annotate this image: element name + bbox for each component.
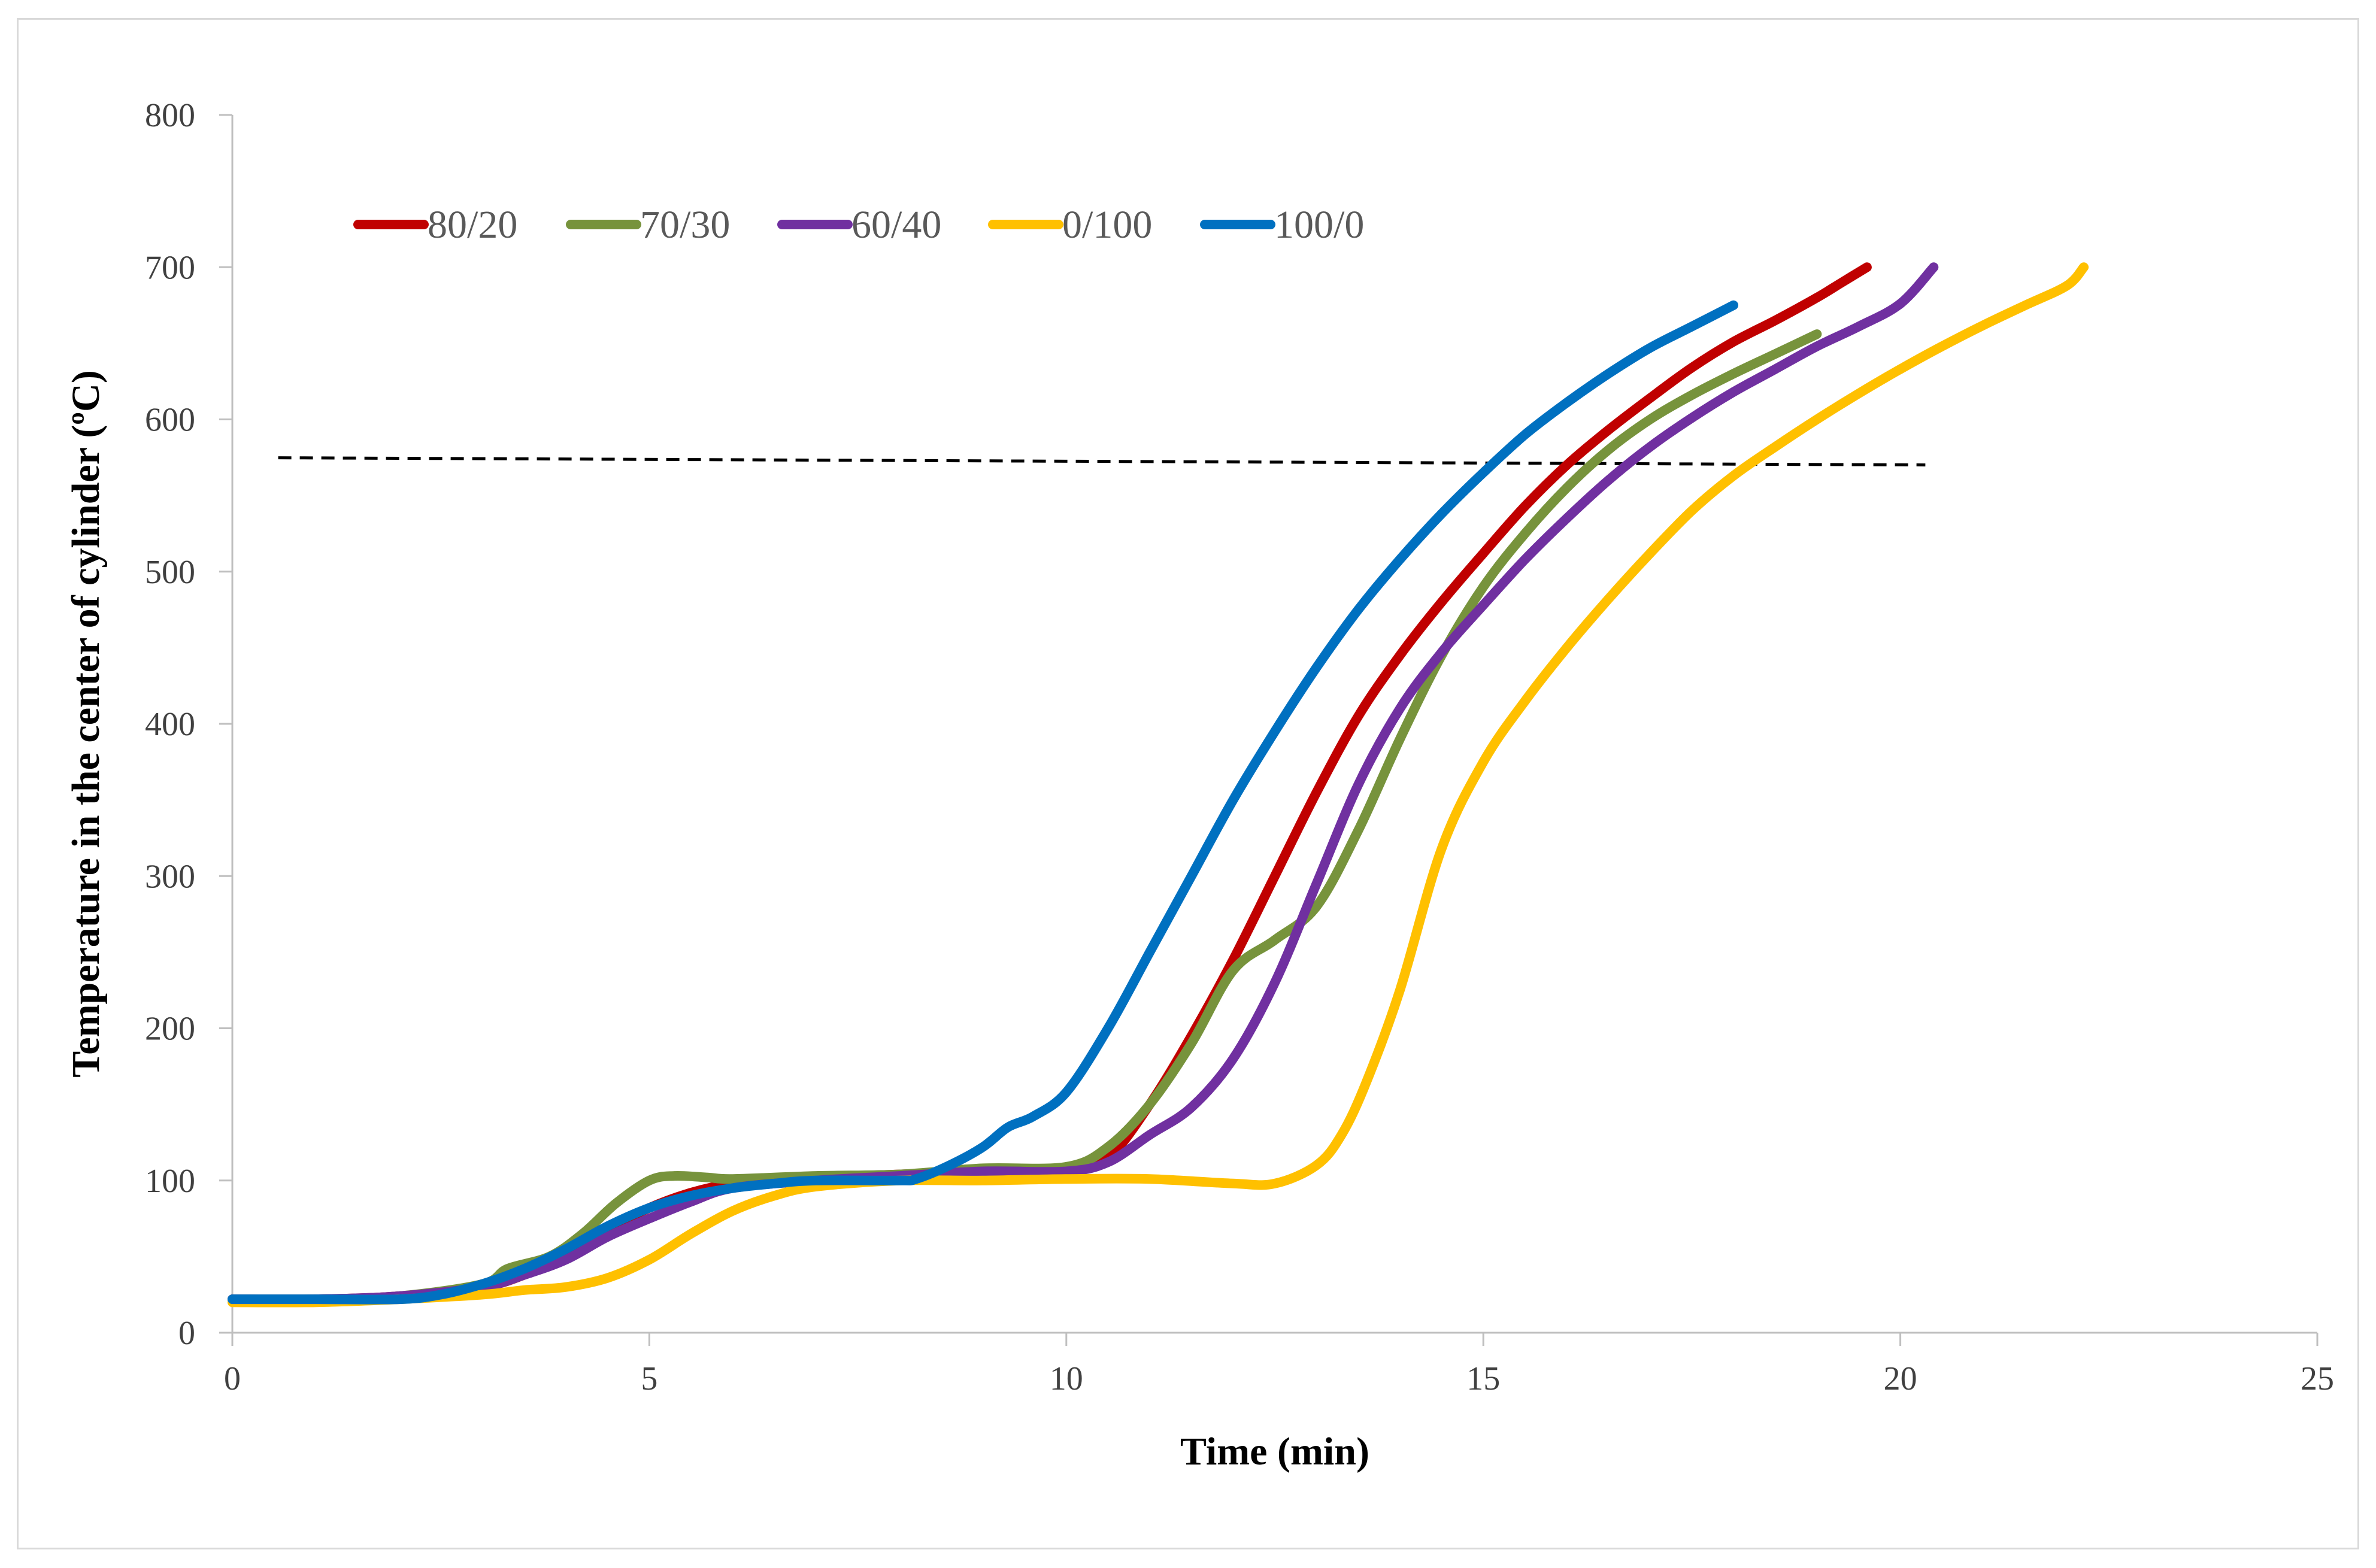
series-line-80-20 [228,262,1872,1305]
x-tick-label: 0 [224,1360,241,1397]
y-tick-label: 100 [145,1163,195,1200]
y-tick-label: 800 [145,97,195,134]
x-tick-label: 5 [641,1360,657,1397]
y-axis-title: Temperature in the center of cylinder (º… [64,370,108,1077]
legend-label: 80/20 [428,203,517,247]
y-tick-label: 200 [145,1011,195,1048]
tick-marks [219,114,2319,1346]
legend-label: 100/0 [1274,203,1364,247]
legend-label: 0/100 [1062,203,1152,247]
y-tick-label: 700 [145,249,195,286]
y-tick-label: 500 [145,554,195,591]
series-line-70-30 [228,329,1822,1305]
x-tick-label: 10 [1050,1360,1083,1397]
legend-label: 60/40 [851,203,941,247]
legend: 80/20 70/30 60/40 0/100 100/0 [353,203,1364,247]
legend-label: 70/30 [640,203,730,247]
series-line-0-100 [228,262,2089,1308]
x-axis-title: Time (min) [1180,1430,1369,1473]
x-tick-label: 15 [1466,1360,1500,1397]
axis-labels: 0 100 200 300 400 500 600 700 800 0 5 10 15 20 25 Time … [64,97,2334,1473]
reference-line [278,456,1926,467]
reference-line-layer [278,456,1926,467]
series-line-100-0 [228,300,1738,1305]
y-tick-label: 600 [145,402,195,439]
y-tick-label: 0 [178,1315,195,1352]
y-tick-label: 400 [145,706,195,743]
y-tick-label: 300 [145,858,195,895]
series-lines [228,262,2089,1308]
x-tick-label: 20 [1884,1360,1917,1397]
x-tick-label: 25 [2301,1360,2334,1397]
series-line-60-40 [228,262,1939,1305]
